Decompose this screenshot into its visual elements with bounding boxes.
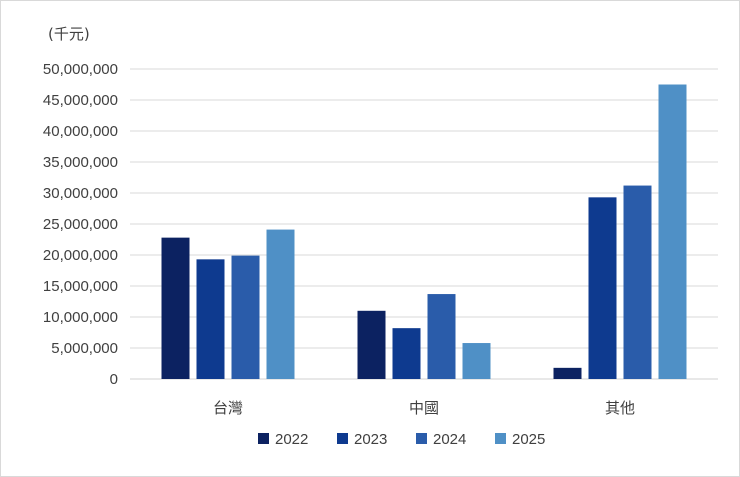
bar-2023-2: [588, 197, 617, 379]
y-tick-label: 45,000,000: [43, 92, 118, 109]
x-category-label: 中國: [409, 399, 439, 417]
legend-label: 2023: [354, 431, 387, 448]
y-tick-label: 0: [110, 371, 118, 388]
bar-2025-0: [266, 229, 295, 379]
bar-2024-2: [623, 185, 652, 379]
y-tick-label: 20,000,000: [43, 247, 118, 264]
legend-label: 2024: [433, 431, 466, 448]
bars: [161, 84, 687, 379]
bar-2023-0: [196, 259, 225, 379]
y-tick-label: 15,000,000: [43, 278, 118, 295]
legend-swatch-2022: [258, 433, 269, 444]
y-tick-label: 40,000,000: [43, 123, 118, 140]
y-tick-label: 10,000,000: [43, 309, 118, 326]
bar-2025-2: [658, 84, 687, 379]
legend-label: 2025: [512, 431, 545, 448]
y-tick-label: 35,000,000: [43, 154, 118, 171]
bar-2024-0: [231, 255, 260, 379]
x-category-label: 其他: [605, 399, 635, 417]
bar-2025-1: [462, 343, 491, 379]
y-axis-ticks: 0 5,000,000 10,000,000 15,000,000 20,000,000…: [43, 61, 118, 388]
legend-label: 2022: [275, 431, 308, 448]
bar-2022-1: [357, 310, 386, 379]
legend-swatch-2025: [495, 433, 506, 444]
legend-swatch-2024: [416, 433, 427, 444]
bar-2023-1: [392, 328, 421, 379]
gridlines: [130, 68, 718, 380]
bar-2024-1: [427, 294, 456, 379]
y-tick-label: 50,000,000: [43, 61, 118, 78]
y-unit-label: (千元): [48, 25, 90, 43]
y-tick-label: 25,000,000: [43, 216, 118, 233]
x-axis-labels: 台灣 中國 其他: [213, 399, 635, 417]
bar-2022-2: [553, 367, 582, 379]
y-tick-label: 5,000,000: [51, 340, 118, 357]
legend: 2022 2023 2024 2025: [258, 431, 545, 448]
legend-swatch-2023: [337, 433, 348, 444]
x-category-label: 台灣: [213, 399, 243, 417]
y-tick-label: 30,000,000: [43, 185, 118, 202]
bar-2022-0: [161, 237, 190, 379]
